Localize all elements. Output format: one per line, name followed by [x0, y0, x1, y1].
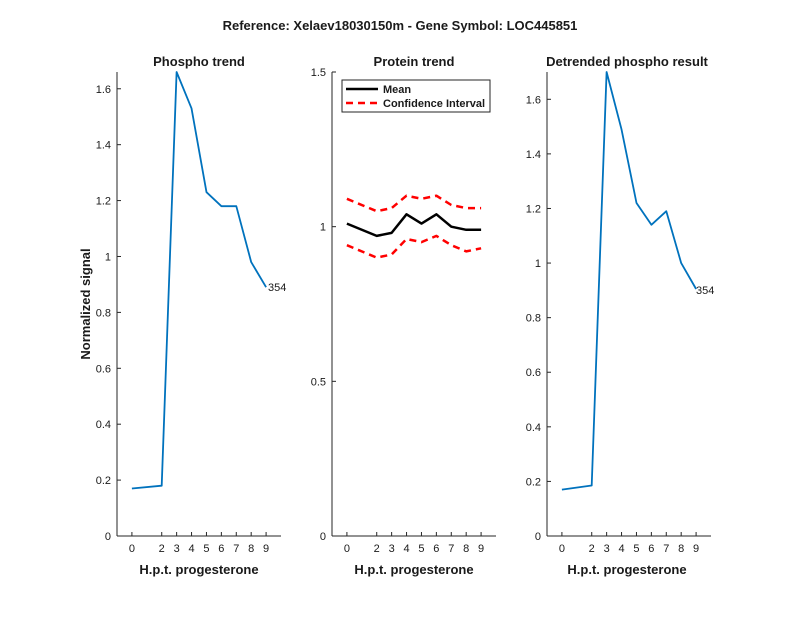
- detrended-phospho-panel: Detrended phospho result H.p.t. progeste…: [526, 54, 715, 577]
- y-tick-label: 0.6: [526, 367, 541, 379]
- x-tick-label: 4: [618, 543, 624, 555]
- x-tick-label: 9: [693, 543, 699, 555]
- y-tick-label: 0.5: [311, 376, 326, 388]
- x-tick-label: 3: [389, 543, 395, 555]
- series-group: [346, 194, 482, 259]
- x-axis-label: H.p.t. progesterone: [139, 562, 258, 577]
- y-axis-label: Normalized signal: [78, 248, 93, 359]
- panel-title: Phospho trend: [153, 54, 245, 69]
- x-tick-label: 6: [433, 543, 439, 555]
- x-tick-label: 8: [248, 543, 254, 555]
- panel-title: Protein trend: [374, 54, 455, 69]
- series-line-1: [346, 194, 482, 213]
- y-tick-label: 0: [320, 531, 326, 543]
- tick-group: 0 2 3 4 5 6 7 8 9 0 0.2 0.4 0.6 0.8 1 1.2 1.4 1.6: [96, 84, 269, 555]
- series-line-0: [561, 71, 697, 491]
- y-tick-label: 1: [320, 222, 326, 234]
- legend-label-mean: Mean: [383, 84, 411, 96]
- x-tick-label: 5: [633, 543, 639, 555]
- legend-box: [341, 79, 491, 113]
- x-tick-label: 2: [589, 543, 595, 555]
- y-tick-label: 1.4: [96, 140, 111, 152]
- x-tick-label: 0: [344, 543, 350, 555]
- series-group: [561, 71, 697, 491]
- x-tick-label: 3: [174, 543, 180, 555]
- y-tick-label: 0.4: [526, 422, 541, 434]
- x-tick-label: 3: [604, 543, 610, 555]
- y-tick-label: 1.2: [96, 196, 111, 208]
- y-tick-label: 1.2: [526, 203, 541, 215]
- x-axis-label: H.p.t. progesterone: [354, 562, 473, 577]
- y-tick-label: 0: [105, 531, 111, 543]
- x-tick-label: 7: [448, 543, 454, 555]
- series-line-0: [131, 71, 267, 490]
- x-tick-label: 7: [663, 543, 669, 555]
- y-tick-label: 0.2: [96, 475, 111, 487]
- y-tick-label: 0.6: [96, 363, 111, 375]
- x-tick-label: 4: [403, 543, 409, 555]
- y-tick-label: 0.2: [526, 476, 541, 488]
- y-tick-label: 1.4: [526, 149, 541, 161]
- y-tick-label: 1.5: [311, 67, 326, 79]
- y-tick-label: 1: [535, 258, 541, 270]
- series-end-label: 354: [696, 285, 714, 297]
- x-tick-label: 8: [678, 543, 684, 555]
- x-tick-label: 9: [263, 543, 269, 555]
- series-end-label: 354: [268, 282, 286, 294]
- x-tick-label: 2: [374, 543, 380, 555]
- series-group: [131, 71, 267, 490]
- x-tick-label: 6: [648, 543, 654, 555]
- tick-group: 0 2 3 4 5 6 7 8 9 0 0.2 0.4 0.6 0.8 1 1.2 1.4 1.6: [526, 94, 699, 555]
- y-tick-label: 0.8: [96, 307, 111, 319]
- y-tick-label: 0: [535, 531, 541, 543]
- x-tick-label: 0: [129, 543, 135, 555]
- x-axis-label: H.p.t. progesterone: [567, 562, 686, 577]
- panel-title: Detrended phospho result: [546, 54, 708, 69]
- series-line-0: [346, 213, 482, 238]
- y-tick-label: 0.4: [96, 419, 111, 431]
- x-tick-label: 5: [203, 543, 209, 555]
- legend-label-confidence-interval: Confidence Interval: [383, 98, 485, 110]
- y-tick-label: 1.6: [96, 84, 111, 96]
- x-tick-label: 2: [159, 543, 165, 555]
- tick-group: 0 2 3 4 5 6 7 8 9 0 0.5 1 1.5: [311, 67, 484, 555]
- x-tick-label: 9: [478, 543, 484, 555]
- x-tick-label: 6: [218, 543, 224, 555]
- x-tick-label: 0: [559, 543, 565, 555]
- phospho-trend-panel: Phospho trend H.p.t. progesterone Normal…: [78, 54, 286, 577]
- x-tick-label: 8: [463, 543, 469, 555]
- x-tick-label: 5: [418, 543, 424, 555]
- y-tick-label: 1.6: [526, 94, 541, 106]
- series-line-2: [346, 234, 482, 259]
- x-tick-label: 4: [188, 543, 194, 555]
- legend: Mean Confidence Interval: [341, 79, 491, 113]
- x-tick-label: 7: [233, 543, 239, 555]
- figure-title: Reference: Xelaev18030150m - Gene Symbol…: [223, 18, 578, 33]
- y-tick-label: 1: [105, 251, 111, 263]
- y-tick-label: 0.8: [526, 313, 541, 325]
